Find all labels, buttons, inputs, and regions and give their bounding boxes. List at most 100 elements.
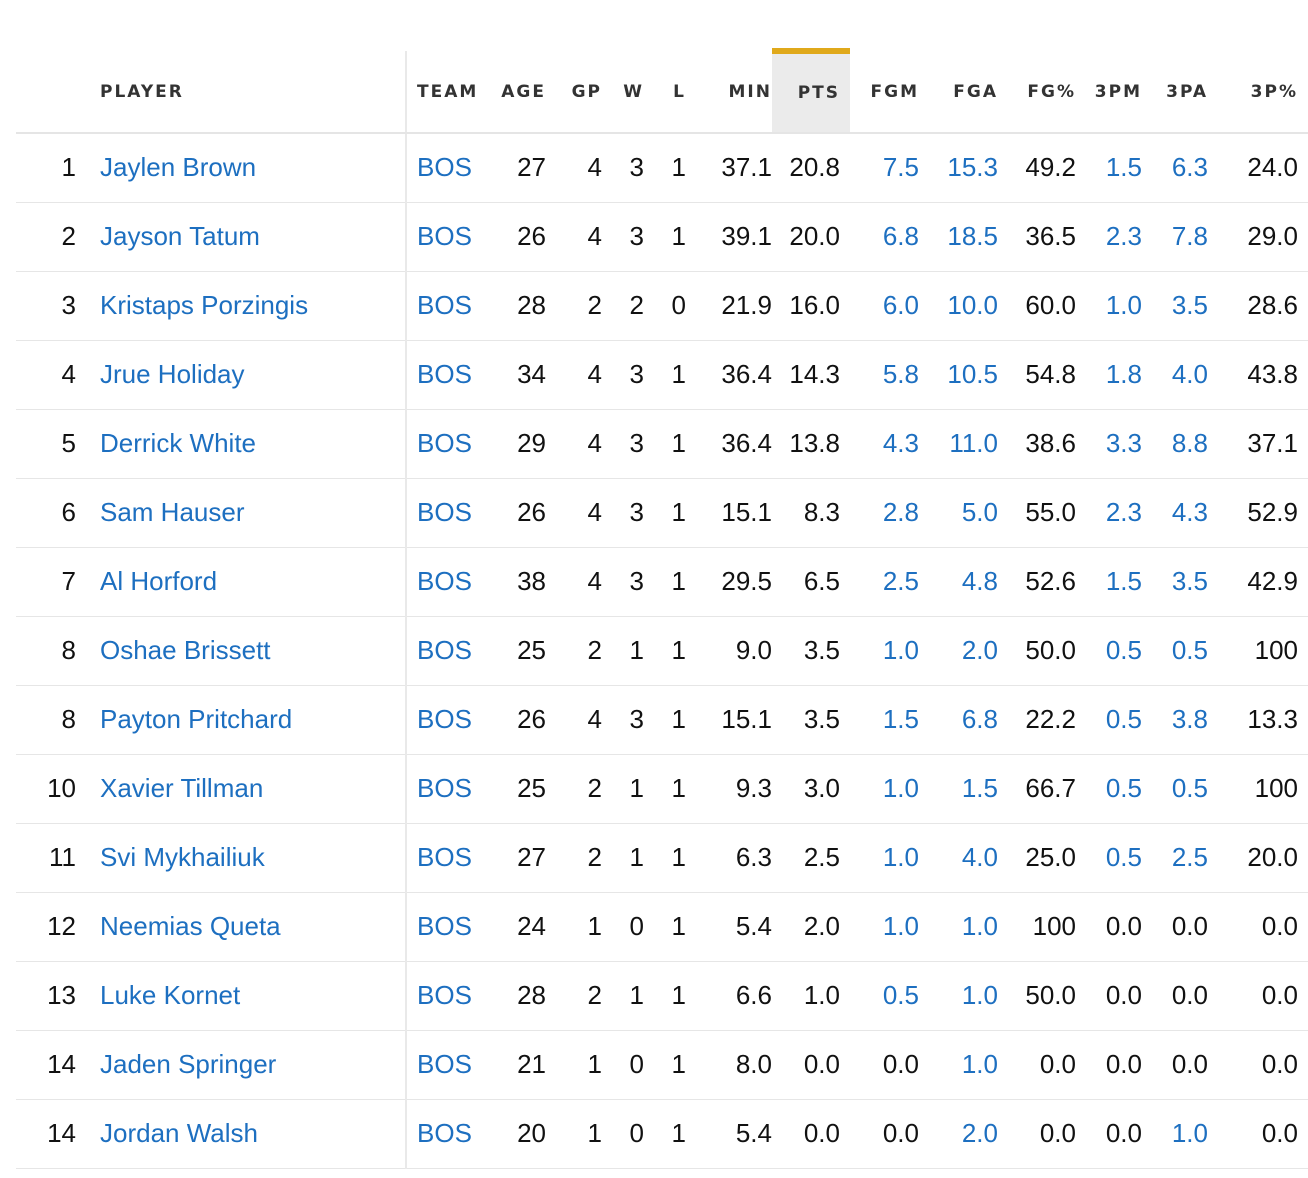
player-name-link[interactable]: Neemias Queta: [100, 911, 281, 941]
player-name-link[interactable]: Svi Mykhailiuk: [100, 842, 265, 872]
fgm-link[interactable]: 5.8: [882, 359, 919, 389]
fga-link[interactable]: 10.0: [947, 290, 998, 320]
fgm-link[interactable]: 1.0: [882, 911, 919, 941]
fga-link[interactable]: 5.0: [961, 497, 998, 527]
team-link[interactable]: BOS: [417, 980, 472, 1010]
3pm-link[interactable]: 2.3: [1105, 497, 1142, 527]
team-link[interactable]: BOS: [417, 911, 472, 941]
player-name-link[interactable]: Sam Hauser: [100, 497, 245, 527]
player-name-link[interactable]: Luke Kornet: [100, 980, 241, 1010]
fgm-link[interactable]: 4.3: [882, 428, 919, 458]
player-name-link[interactable]: Oshae Brissett: [100, 635, 271, 665]
3pa-link[interactable]: 3.5: [1171, 290, 1208, 320]
l-column-header[interactable]: L: [644, 51, 686, 134]
fgm-link[interactable]: 1.0: [882, 842, 919, 872]
3pa-link[interactable]: 4.0: [1171, 359, 1208, 389]
team-link[interactable]: BOS: [417, 1118, 472, 1148]
fgm-link[interactable]: 1.5: [882, 704, 919, 734]
gp-column-header[interactable]: GP: [546, 51, 602, 134]
w-column-header[interactable]: W: [602, 51, 644, 134]
3pa-column-header[interactable]: 3PA: [1142, 51, 1208, 134]
fg-pct-column-header[interactable]: FG%: [998, 51, 1076, 134]
rank-cell: 6: [16, 478, 76, 548]
player-name-link[interactable]: Kristaps Porzingis: [100, 290, 309, 320]
fgm-link[interactable]: 6.0: [882, 290, 919, 320]
fga-link[interactable]: 2.0: [961, 635, 998, 665]
team-link[interactable]: BOS: [417, 566, 472, 596]
fga-link[interactable]: 4.8: [961, 566, 998, 596]
fgm-column-header[interactable]: FGM: [850, 51, 919, 134]
gp-cell: 4: [546, 547, 602, 617]
fga-link[interactable]: 10.5: [947, 359, 998, 389]
team-column-header[interactable]: TEAM: [405, 51, 488, 134]
3pa-link[interactable]: 2.5: [1171, 842, 1208, 872]
3pa-link[interactable]: 1.0: [1171, 1118, 1208, 1148]
w-cell: 1: [602, 961, 644, 1031]
team-link[interactable]: BOS: [417, 359, 472, 389]
team-link[interactable]: BOS: [417, 152, 472, 183]
3pa-link[interactable]: 4.3: [1171, 497, 1208, 527]
fga-link[interactable]: 6.8: [961, 704, 998, 734]
3pa-link[interactable]: 8.8: [1171, 428, 1208, 458]
team-link[interactable]: BOS: [417, 773, 472, 803]
fga-link[interactable]: 4.0: [961, 842, 998, 872]
fgm-link[interactable]: 6.8: [882, 221, 919, 251]
3pa-link[interactable]: 6.3: [1171, 152, 1208, 183]
player-name-link[interactable]: Jaylen Brown: [100, 152, 257, 183]
3pm-link[interactable]: 1.5: [1105, 152, 1142, 183]
3pm-link[interactable]: 3.3: [1105, 428, 1142, 458]
3pm-link[interactable]: 0.5: [1105, 842, 1142, 872]
3pm-column-header[interactable]: 3PM: [1076, 51, 1142, 134]
age-column-header[interactable]: AGE: [488, 51, 546, 134]
player-name-link[interactable]: Jrue Holiday: [100, 359, 245, 389]
player-column-header[interactable]: PLAYER: [76, 51, 406, 134]
team-link[interactable]: BOS: [417, 428, 472, 458]
3pa-link[interactable]: 3.8: [1171, 704, 1208, 734]
player-name-link[interactable]: Payton Pritchard: [100, 704, 293, 734]
3pa-link[interactable]: 0.5: [1171, 773, 1208, 803]
fga-link[interactable]: 2.0: [961, 1118, 998, 1148]
3pa-link[interactable]: 0.5: [1171, 635, 1208, 665]
team-link[interactable]: BOS: [417, 290, 472, 320]
fga-link[interactable]: 1.0: [961, 980, 998, 1010]
fga-link[interactable]: 11.0: [949, 428, 998, 458]
3pm-link[interactable]: 0.5: [1105, 773, 1142, 803]
team-link[interactable]: BOS: [417, 635, 472, 665]
fgm-link[interactable]: 0.5: [882, 980, 919, 1010]
fga-column-header[interactable]: FGA: [919, 51, 998, 134]
fga-link[interactable]: 1.0: [961, 1049, 998, 1079]
player-name-cell: Jaylen Brown: [76, 133, 406, 203]
player-name-link[interactable]: Al Horford: [100, 566, 218, 596]
3pm-link[interactable]: 1.5: [1105, 566, 1142, 596]
team-link[interactable]: BOS: [417, 704, 472, 734]
min-column-header[interactable]: MIN: [686, 51, 772, 134]
player-name-link[interactable]: Jordan Walsh: [100, 1118, 258, 1148]
3pm-cell-cell: 1.5: [1076, 133, 1142, 203]
fga-link[interactable]: 1.5: [961, 773, 998, 803]
pts-column-header-sorted[interactable]: PTS: [772, 48, 850, 134]
3pm-link[interactable]: 2.3: [1105, 221, 1142, 251]
3pa-link[interactable]: 3.5: [1171, 566, 1208, 596]
team-link[interactable]: BOS: [417, 842, 472, 872]
3p-pct-column-header[interactable]: 3P%: [1208, 51, 1308, 134]
fga-link[interactable]: 1.0: [961, 911, 998, 941]
team-link[interactable]: BOS: [417, 497, 472, 527]
3pm-link[interactable]: 0.5: [1105, 635, 1142, 665]
player-name-link[interactable]: Jaden Springer: [100, 1049, 277, 1079]
fga-link[interactable]: 18.5: [947, 221, 998, 251]
player-name-link[interactable]: Xavier Tillman: [100, 773, 264, 803]
team-link[interactable]: BOS: [417, 221, 472, 251]
fgm-link[interactable]: 1.0: [882, 635, 919, 665]
fgm-link[interactable]: 1.0: [882, 773, 919, 803]
team-link[interactable]: BOS: [417, 1049, 472, 1079]
player-name-link[interactable]: Jayson Tatum: [100, 221, 260, 251]
fgm-link[interactable]: 2.5: [882, 566, 919, 596]
fgm-link[interactable]: 2.8: [882, 497, 919, 527]
fga-link[interactable]: 15.3: [947, 152, 998, 183]
3pa-link[interactable]: 7.8: [1171, 221, 1208, 251]
3pm-link[interactable]: 1.8: [1105, 359, 1142, 389]
3pm-link[interactable]: 0.5: [1105, 704, 1142, 734]
3pm-link[interactable]: 1.0: [1105, 290, 1142, 320]
fgm-link[interactable]: 7.5: [882, 152, 919, 183]
player-name-link[interactable]: Derrick White: [100, 428, 257, 458]
